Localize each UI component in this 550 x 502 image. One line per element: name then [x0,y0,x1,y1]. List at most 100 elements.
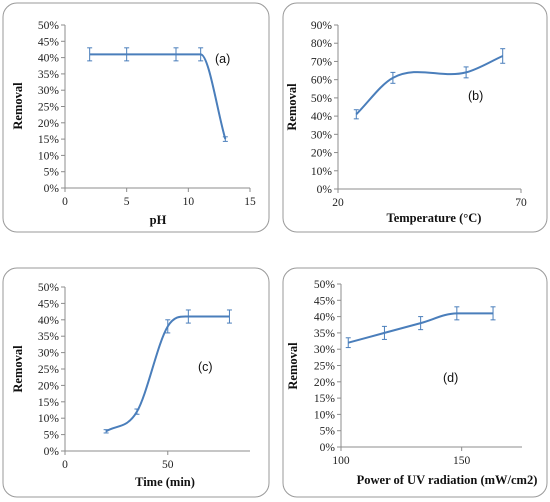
panel-b-series-line [355,55,504,115]
panel-c-y-tick-label: 40% [38,315,60,327]
panel-a-y-tick-label: 40% [38,53,60,65]
panel-d-frame [282,267,548,498]
panel-a-x-tick-label: 15 [244,196,256,208]
panel-b-x-tick-label: 20 [332,197,344,209]
panel-d-y-axis-title: Removal [286,342,300,390]
panel-b-label: (b) [468,89,483,103]
panel-d-y-tick-label: 0% [320,442,336,454]
panel-c-y-tick-label: 20% [38,380,60,392]
panel-a-x-axis-title: pH [150,213,167,227]
panel-a-label: (a) [215,52,230,66]
panel-b-frame [282,2,548,233]
panel-c-error-bar [134,408,140,415]
panel-b-y-tick-label: 10% [311,166,333,178]
panel-a-error-bars [87,47,228,142]
panel-a-x-tick-label: 10 [183,196,195,208]
panel-a: 0% 5% 10% 15% 20% 25% 30% 35% 40% 45% 50% 0 5 10 15 R… [2,2,270,233]
panel-c-y-tick-label: 50% [38,282,60,294]
panel-d-error-bar [454,306,460,321]
panel-a-y-ticks: 0% 5% 10% 15% 20% 25% 30% 35% 40% 45% 50% [38,20,65,195]
panel-d-label: (d) [443,371,458,385]
panel-c-error-bar [165,319,171,334]
panel-b-y-tick-label: 50% [311,93,333,105]
panel-d-y-tick-label: 35% [314,328,336,340]
panel-d-x-axis-title: Power of UV radiation (mW/cm2) [357,473,538,487]
panel-c: 0% 5% 10% 15% 20% 25% 30% 35% 40% 45% 50% 0 50 Remo… [2,267,270,498]
panel-b-y-tick-label: 60% [311,75,333,87]
panel-c-y-tick-label: 15% [38,397,60,409]
panel-c-error-bar [103,429,109,434]
panel-a-frame [2,2,270,233]
panel-a-y-tick-label: 15% [38,134,60,146]
panel-b-error-bars [353,48,506,120]
panel-c-x-tick-label: 50 [162,459,174,471]
panel-a-error-bar [124,47,130,62]
panel-c-error-bar [226,309,232,324]
panel-c-y-tick-label: 25% [38,364,60,376]
panel-b-y-tick-label: 20% [311,148,333,160]
panel-b-y-tick-label: 40% [311,111,333,123]
panel-b-error-bar [463,66,469,79]
panel-b-y-tick-label: 30% [311,129,333,141]
panel-c-y-tick-label: 45% [38,298,60,310]
panel-d-y-tick-label: 15% [314,393,336,405]
panel-c-y-ticks: 0% 5% 10% 15% 20% 25% 30% 35% 40% 45% 50% [38,282,65,458]
panel-a-y-tick-label: 35% [38,69,60,81]
panel-d-x-ticks: 100 150 [332,447,471,467]
panel-a-x-tick-label: 5 [124,196,130,208]
panel-a-error-bar [173,47,179,62]
panel-a-error-bar [222,136,228,142]
panel-b-y-axis-title: Removal [285,83,299,131]
panel-a-y-tick-label: 5% [44,167,60,179]
panel-c-y-tick-label: 10% [38,413,60,425]
panel-d-error-bar [490,306,496,321]
panel-d-error-bars [345,306,496,349]
panel-c-y-tick-label: 0% [44,446,60,458]
panel-d-y-tick-label: 50% [314,279,336,291]
panel-b-x-tick-label: 70 [515,197,527,209]
panel-b-y-tick-label: 0% [317,184,333,196]
panel-d-error-bar [418,316,424,331]
panel-c-y-tick-label: 5% [44,430,60,442]
panel-a-y-tick-label: 0% [44,183,60,195]
panel-d-y-tick-label: 10% [314,409,336,421]
panel-d-y-tick-label: 30% [314,344,336,356]
panel-a-y-tick-label: 50% [38,20,60,32]
panel-a-y-tick-label: 25% [38,102,60,114]
panel-d-y-tick-label: 45% [314,295,336,307]
panel-b-x-axis-title: Temperature (°C) [387,211,482,225]
panel-d-error-bar [381,325,387,340]
panel-a-y-tick-label: 45% [38,36,60,48]
panel-d-x-tick-label: 150 [453,455,471,467]
panel-c-y-tick-label: 30% [38,348,60,360]
panel-c-error-bar [185,309,191,324]
panel-a-y-tick-label: 30% [38,85,60,97]
panel-d: 0% 5% 10% 15% 20% 25% 30% 35% 40% 45% 50% 100 150 R… [282,267,548,498]
panel-c-x-axis-title: Time (min) [135,475,195,489]
panel-a-x-tick-label: 0 [62,196,68,208]
panel-c-label: (c) [198,360,213,374]
panel-d-y-tick-label: 20% [314,377,336,389]
panel-c-error-bars [103,309,232,434]
panel-b-x-ticks: 20 70 [332,189,527,209]
panel-c-y-axis-title: Removal [11,345,25,393]
panel-b-error-bar [353,109,359,120]
panel-a-y-tick-label: 20% [38,118,60,130]
panel-b-error-bar [500,48,506,64]
panel-b-y-tick-label: 70% [311,56,333,68]
panel-c-frame [2,267,270,498]
panel-d-y-tick-label: 40% [314,312,336,324]
panel-d-x-tick-label: 100 [332,455,350,467]
panel-b-y-tick-label: 90% [311,20,333,32]
panel-c-x-tick-label: 0 [62,459,68,471]
panel-a-y-tick-label: 10% [38,150,60,162]
panel-a-error-bar [87,47,93,62]
panel-b-y-tick-label: 80% [311,38,333,50]
panel-b-y-ticks: 0% 10% 20% 30% 40% 50% 60% 70% 80% 90% [311,20,338,196]
panel-d-error-bar [345,337,351,349]
panel-a-y-axis-title: Removal [11,82,25,130]
panel-a-x-ticks: 0 5 10 15 [62,188,256,208]
panel-a-error-bar [198,47,204,62]
panel-d-y-ticks: 0% 5% 10% 15% 20% 25% 30% 35% 40% 45% 50% [314,279,341,454]
